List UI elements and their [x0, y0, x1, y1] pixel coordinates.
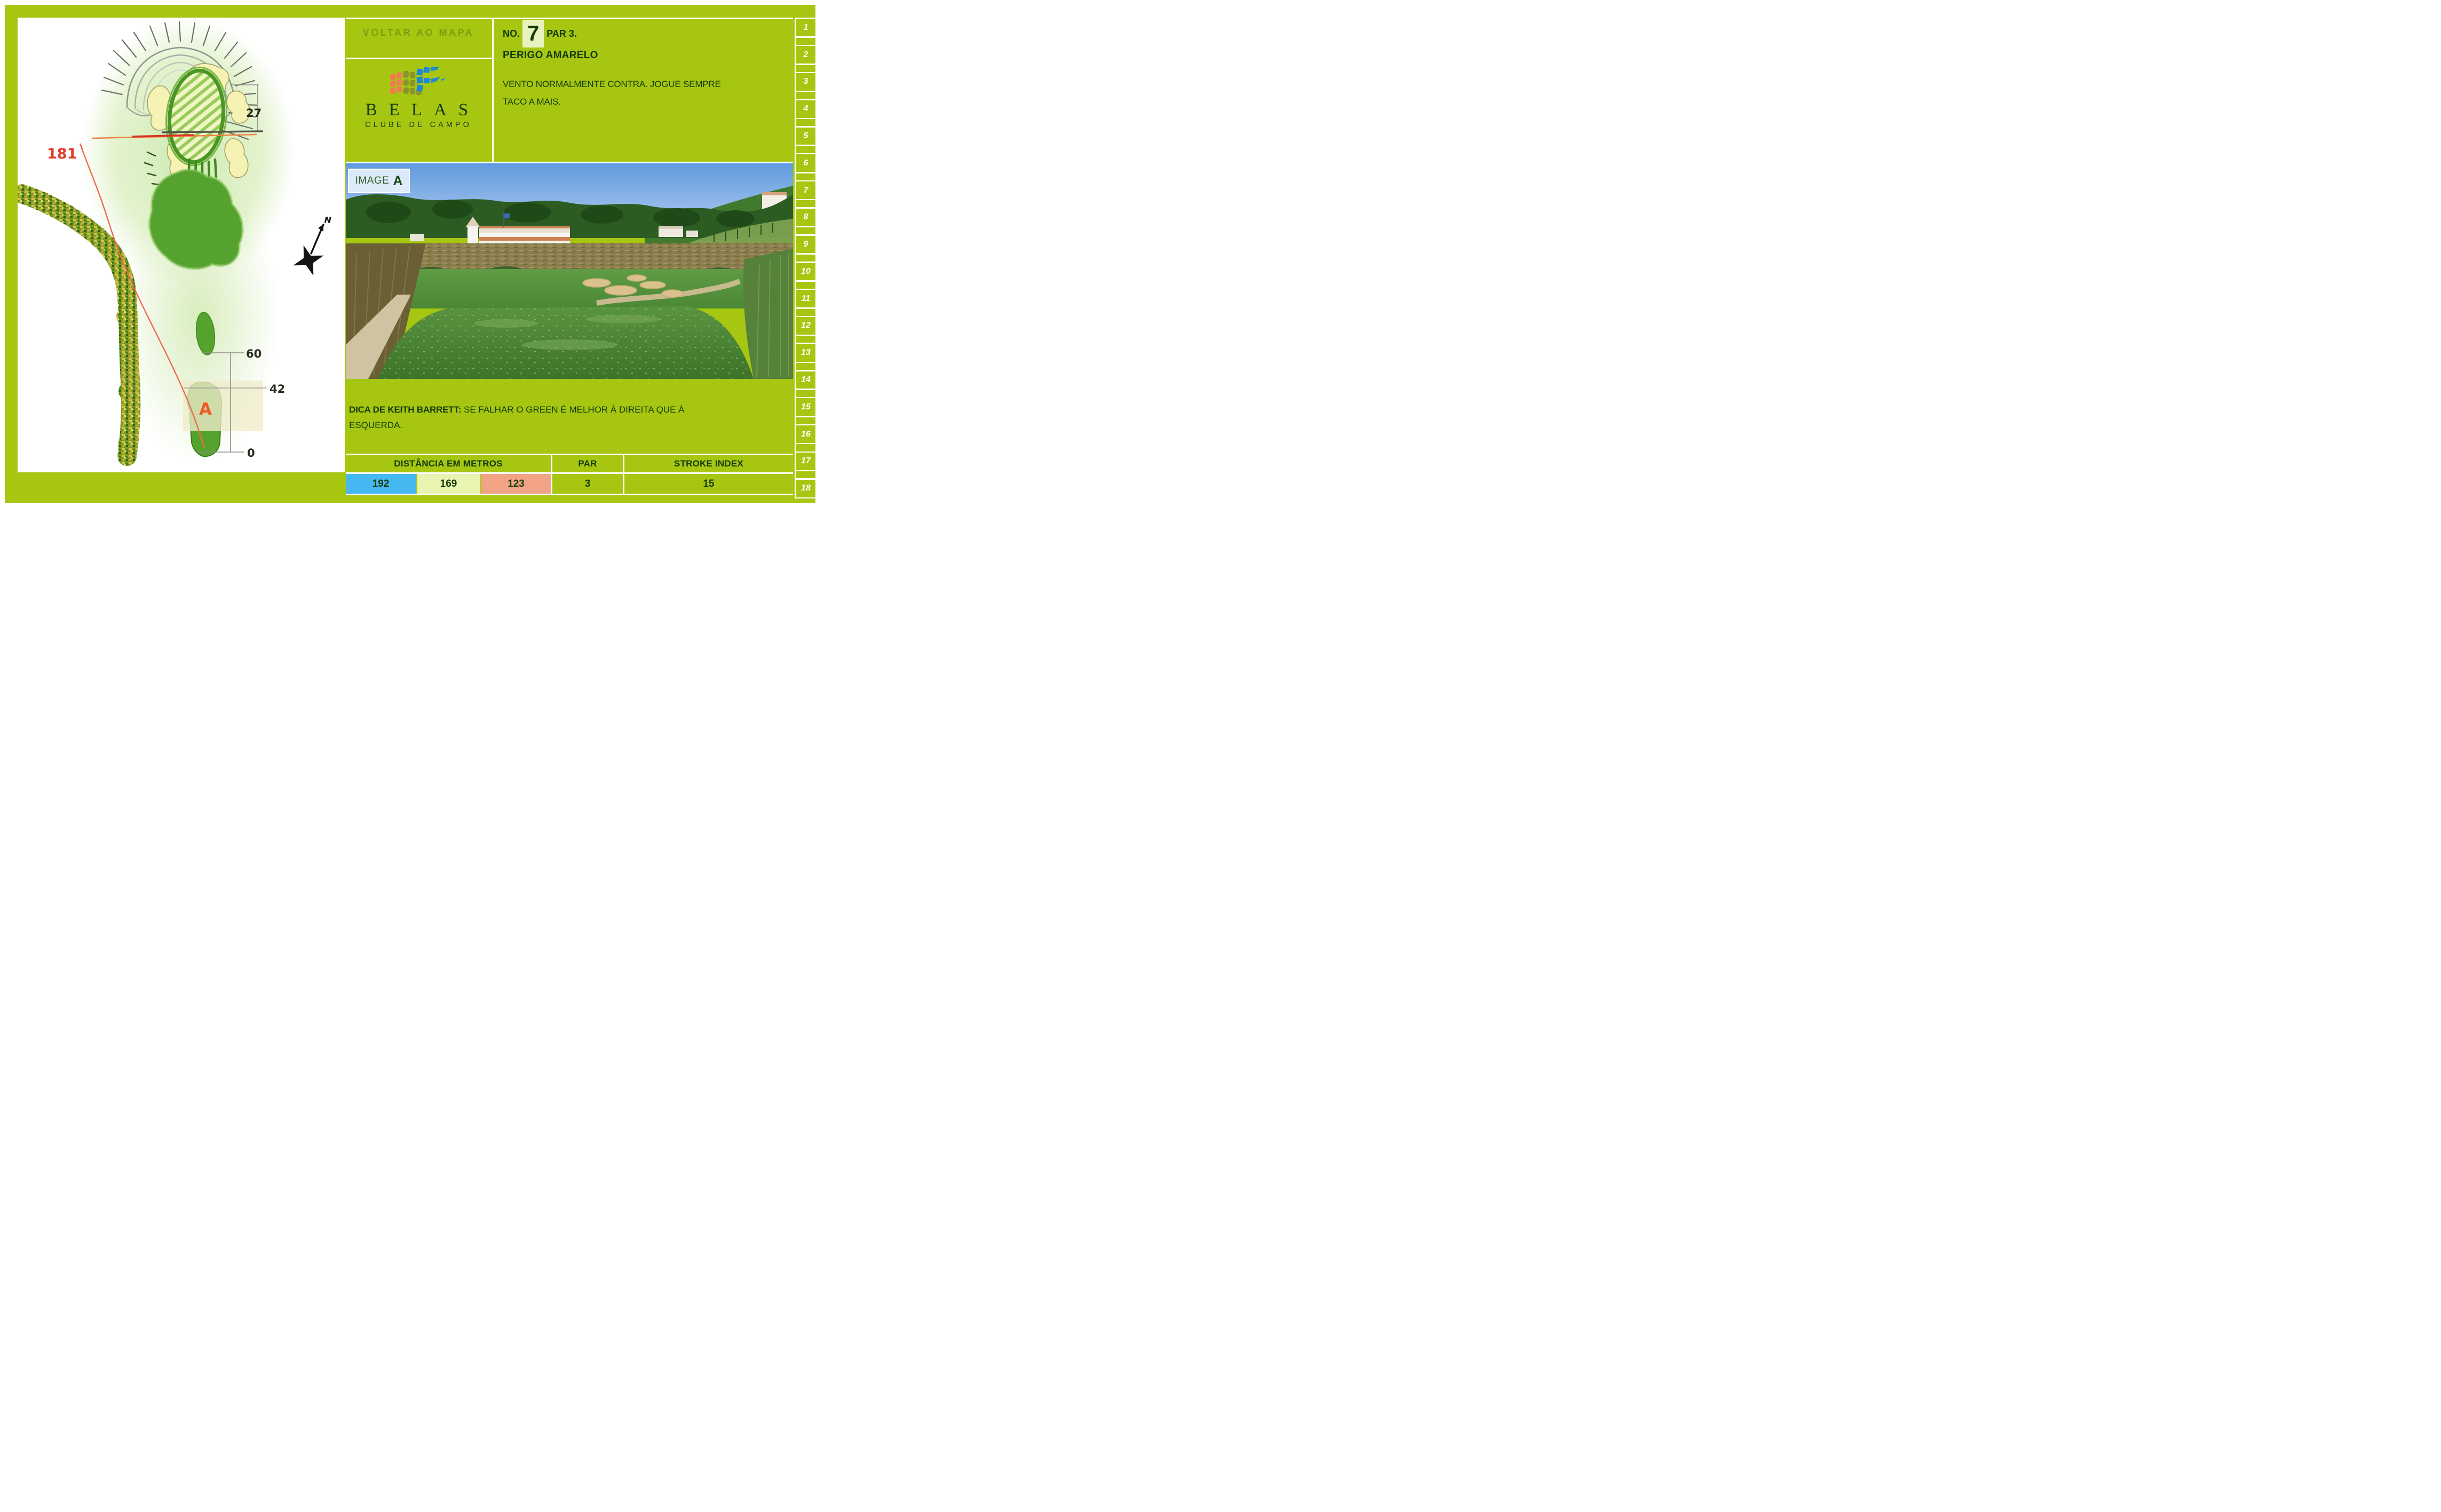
- photo-fence-posts: [714, 223, 773, 242]
- table-mid-line: [346, 472, 793, 474]
- image-label-prefix: IMAGE: [355, 175, 390, 186]
- photo-tree-clumps: [366, 200, 755, 227]
- hole-nav-item-6[interactable]: 6: [795, 153, 817, 173]
- hole-guide-page: A 27 60 42 0: [5, 5, 817, 503]
- distance-yellow-tee: 169: [417, 474, 480, 494]
- pro-tip: DICA DE KEITH BARRETT: SE FALHAR O GREEN…: [349, 402, 723, 433]
- hole-nav-item-12[interactable]: 12: [795, 315, 817, 336]
- header-vertical-divider: [492, 18, 494, 163]
- label-60: 60: [246, 347, 261, 360]
- distance-header: DISTÂNCIA EM METROS: [394, 458, 503, 469]
- flag-olive-squares: [403, 70, 422, 96]
- hole-nav-item-5[interactable]: 5: [795, 126, 817, 146]
- compass-icon: N: [293, 215, 332, 276]
- hole-info: NO. 7 PAR 3. PERIGO AMARELO: [503, 20, 795, 61]
- hole-nav-item-18[interactable]: 18: [795, 478, 817, 499]
- hole-nav-item-13[interactable]: 13: [795, 343, 817, 363]
- fairway: [148, 168, 244, 355]
- image-a-label: IMAGE A: [348, 169, 410, 193]
- logo-subtitle: CLUBE DE CAMPO: [365, 121, 472, 129]
- measurement-lines: [161, 84, 267, 453]
- hole-nav-item-14[interactable]: 14: [795, 370, 817, 390]
- hole-nav-item-17[interactable]: 17: [795, 451, 817, 472]
- compass-n-label: N: [324, 215, 332, 225]
- hole-nav-item-11[interactable]: 11: [795, 288, 817, 309]
- hole-nav-item-2[interactable]: 2: [795, 44, 817, 65]
- photo-grass-patches: [474, 315, 661, 350]
- table-top-line: [346, 454, 793, 455]
- flag-logo-icon: [390, 67, 446, 96]
- back-to-map-link[interactable]: VOLTAR AO MAPA: [362, 27, 474, 38]
- label-27: 27: [246, 107, 261, 120]
- table-vdivider-2: [623, 455, 624, 495]
- hole-title-line: NO. 7 PAR 3.: [503, 20, 795, 48]
- logo-title: BELAS: [365, 100, 480, 120]
- flag-orange-squares: [390, 72, 402, 94]
- table-bottom-line: [346, 494, 793, 495]
- photo-walk-path: [346, 295, 411, 379]
- putting-green: [165, 66, 228, 167]
- hole-map-illustration: A 27 60 42 0: [18, 18, 332, 466]
- hole-par-label: PAR 3.: [546, 28, 577, 39]
- par-header: PAR: [578, 458, 597, 469]
- label-0: 0: [247, 447, 255, 460]
- image-label-letter: A: [393, 173, 403, 188]
- distance-line-181: 181: [47, 133, 257, 448]
- distance-blue-tee: 192: [346, 474, 416, 494]
- hole-no-label: NO.: [503, 28, 520, 39]
- wind-note: VENTO NORMALMENTE CONTRA. JOGUE SEMPRE T…: [503, 79, 721, 107]
- stroke-index-value: 15: [703, 478, 715, 489]
- hole-nav-item-10[interactable]: 10: [795, 262, 817, 282]
- hole-map-panel: A 27 60 42 0: [18, 18, 345, 472]
- hole-nav-item-4[interactable]: 4: [795, 99, 817, 120]
- measurement-labels: 27 60 42 0: [246, 107, 285, 460]
- stroke-index-header: STROKE INDEX: [674, 458, 743, 469]
- distance-red-tee: 123: [481, 474, 551, 494]
- tree-band: [18, 184, 141, 466]
- hole-number: 7: [522, 20, 544, 48]
- hole-photo: IMAGE A: [346, 163, 793, 379]
- screenshot-canvas: A 27 60 42 0: [0, 0, 825, 511]
- hole-nav-item-9[interactable]: 9: [795, 234, 817, 255]
- tee-marker-a: A: [199, 400, 212, 419]
- hole-nav-item-1[interactable]: 1: [795, 18, 817, 38]
- header-top-divider: [346, 18, 793, 19]
- hole-name: PERIGO AMARELO: [503, 50, 598, 61]
- par-value: 3: [584, 478, 591, 489]
- label-42: 42: [270, 383, 285, 395]
- hole-nav: 1 2 3 4 5 6 7 8 9 10 11 12 13 14 15 16 17 18: [795, 18, 817, 499]
- pro-tip-text: SE FALHAR O GREEN É MELHOR À DIREITA QUE…: [349, 405, 685, 430]
- voltar-divider: [346, 58, 492, 59]
- flag-blue-squares: [416, 67, 446, 92]
- photo-right-streaks: [756, 253, 789, 377]
- hole-nav-item-3[interactable]: 3: [795, 72, 817, 92]
- hole-nav-item-8[interactable]: 8: [795, 207, 817, 228]
- hole-photo-art: [346, 163, 793, 379]
- club-logo: BELAS CLUBE DE CAMPO: [346, 59, 491, 164]
- hole-nav-item-7[interactable]: 7: [795, 180, 817, 201]
- hole-nav-item-15[interactable]: 15: [795, 397, 817, 417]
- hole-nav-item-16[interactable]: 16: [795, 424, 817, 445]
- label-181: 181: [47, 146, 77, 162]
- photo-cart-path: [596, 279, 741, 306]
- photo-bunkers: [582, 274, 684, 298]
- table-vdivider-1: [551, 455, 552, 495]
- photo-top-divider: [346, 162, 793, 163]
- pro-tip-label: DICA DE KEITH BARRETT:: [349, 405, 462, 415]
